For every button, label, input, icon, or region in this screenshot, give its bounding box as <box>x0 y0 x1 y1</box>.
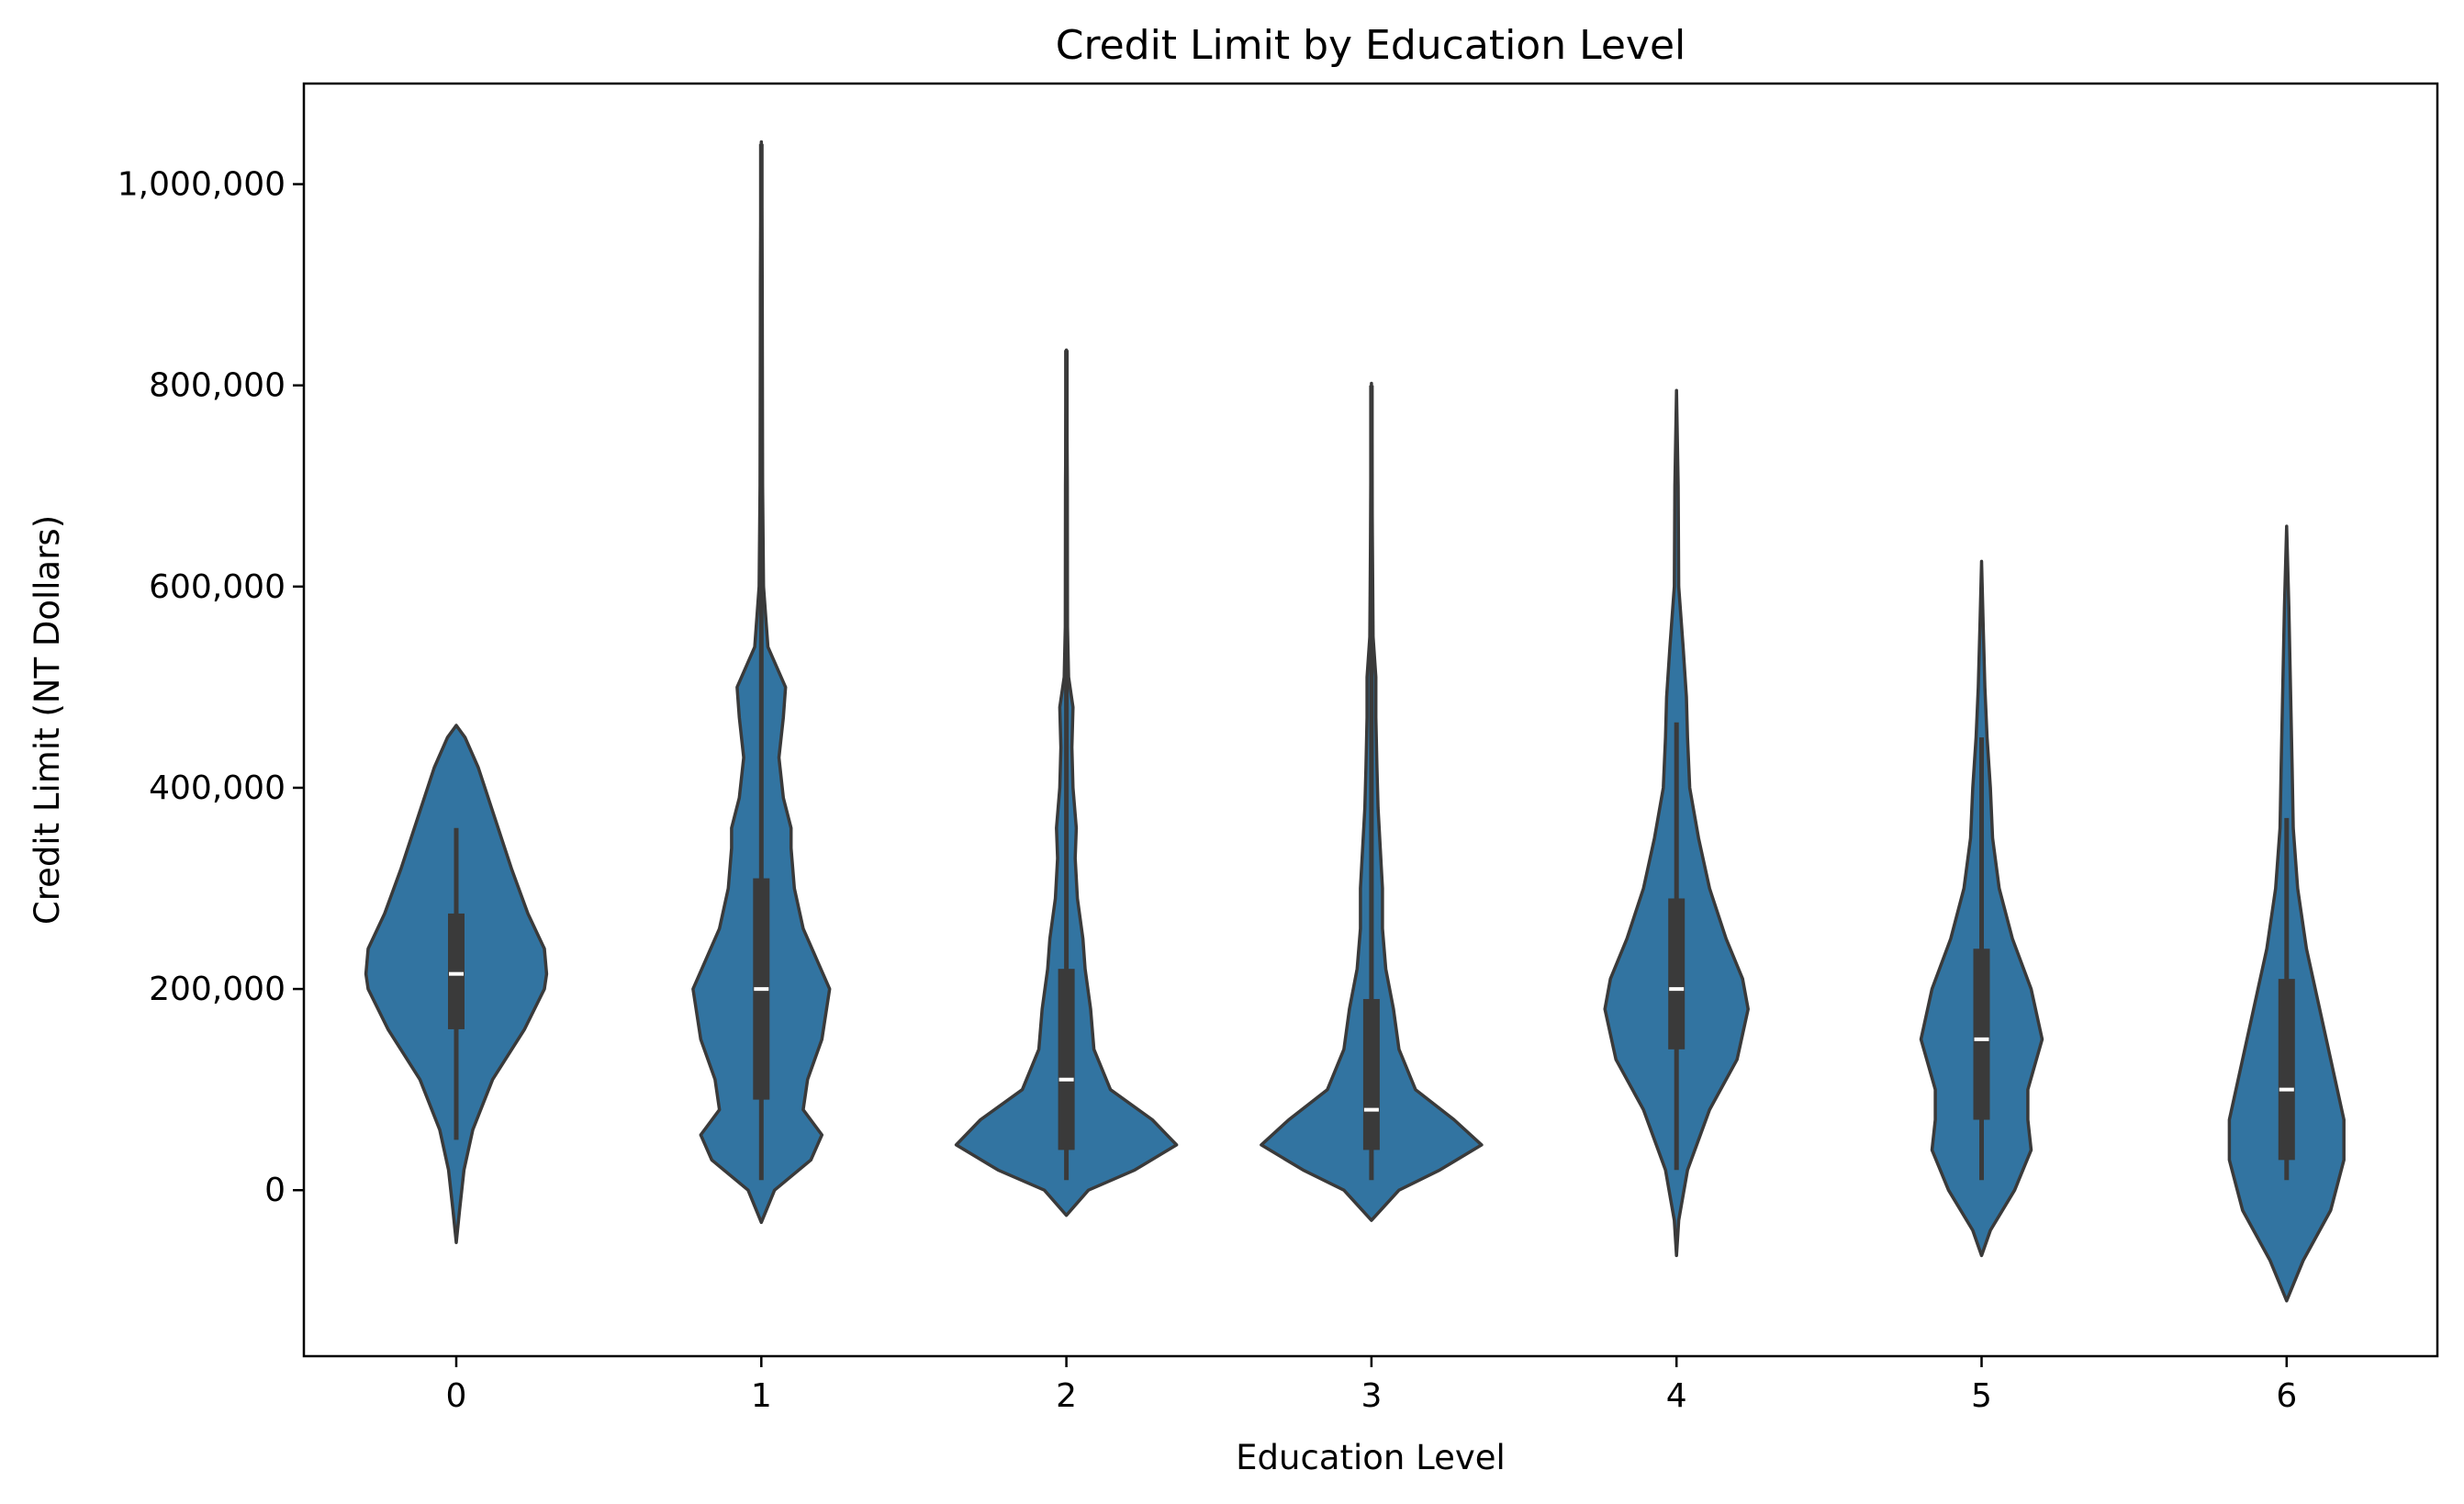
violin-1 <box>691 140 832 1225</box>
violin-3 <box>1260 381 1484 1222</box>
y-tick-label: 600,000 <box>149 568 286 606</box>
violin-iqr-box <box>1668 898 1686 1049</box>
violin-6 <box>2227 524 2346 1303</box>
x-axis-label: Education Level <box>1236 1438 1506 1477</box>
y-tick-label: 0 <box>264 1172 286 1209</box>
x-tick-label: 1 <box>751 1377 772 1415</box>
violin-5 <box>1919 559 2044 1258</box>
violin-4 <box>1603 388 1750 1258</box>
chart-title: Credit Limit by Education Level <box>1056 22 1686 69</box>
x-axis: 0 1 2 3 4 5 6 <box>446 1356 2297 1415</box>
y-tick-label: 400,000 <box>149 769 286 807</box>
violin-iqr-box <box>448 913 465 1029</box>
violin-iqr-box <box>1973 948 1990 1120</box>
violin-iqr-box <box>1058 969 1075 1150</box>
y-tick-label: 200,000 <box>149 971 286 1008</box>
violin-2 <box>954 348 1179 1218</box>
x-tick-label: 0 <box>446 1377 467 1415</box>
y-tick-label: 800,000 <box>149 367 286 405</box>
y-axis-label: Credit Limit (NT Dollars) <box>28 515 67 925</box>
y-axis: 0 200,000 400,000 600,000 800,000 1,000,000 <box>118 166 304 1209</box>
x-tick-label: 4 <box>1666 1377 1687 1415</box>
violins-layer <box>364 140 2346 1303</box>
violin-iqr-box <box>1362 999 1380 1150</box>
x-tick-label: 2 <box>1056 1377 1077 1415</box>
x-tick-label: 3 <box>1361 1377 1382 1415</box>
violin-0 <box>364 724 549 1244</box>
x-tick-label: 6 <box>2276 1377 2297 1415</box>
y-tick-label: 1,000,000 <box>118 166 286 204</box>
x-tick-label: 5 <box>1971 1377 1992 1415</box>
violin-iqr-box <box>2278 979 2295 1161</box>
